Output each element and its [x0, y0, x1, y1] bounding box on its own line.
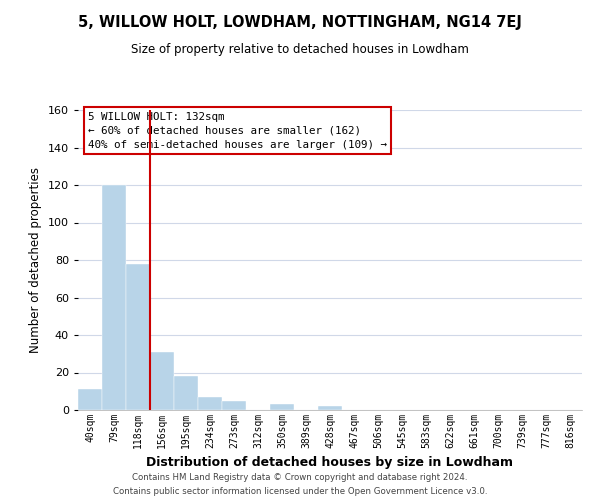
Text: Size of property relative to detached houses in Lowdham: Size of property relative to detached ho… [131, 42, 469, 56]
Bar [174, 376, 198, 410]
Bar [318, 406, 342, 410]
Text: 5, WILLOW HOLT, LOWDHAM, NOTTINGHAM, NG14 7EJ: 5, WILLOW HOLT, LOWDHAM, NOTTINGHAM, NG1… [78, 15, 522, 30]
Bar [102, 185, 126, 410]
Bar [150, 352, 174, 410]
X-axis label: Distribution of detached houses by size in Lowdham: Distribution of detached houses by size … [146, 456, 514, 469]
Y-axis label: Number of detached properties: Number of detached properties [29, 167, 42, 353]
Bar [126, 264, 150, 410]
Text: 5 WILLOW HOLT: 132sqm
← 60% of detached houses are smaller (162)
40% of semi-det: 5 WILLOW HOLT: 132sqm ← 60% of detached … [88, 112, 387, 150]
Bar [270, 404, 294, 410]
Text: Contains public sector information licensed under the Open Government Licence v3: Contains public sector information licen… [113, 488, 487, 496]
Bar [222, 400, 246, 410]
Text: Contains HM Land Registry data © Crown copyright and database right 2024.: Contains HM Land Registry data © Crown c… [132, 472, 468, 482]
Bar [78, 390, 102, 410]
Bar [198, 397, 222, 410]
